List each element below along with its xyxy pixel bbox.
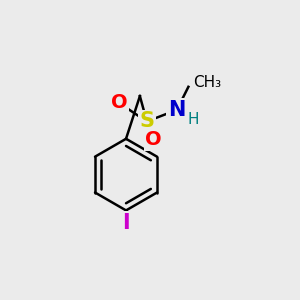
Text: O: O — [111, 94, 128, 112]
Text: S: S — [139, 112, 154, 131]
Text: O: O — [146, 130, 162, 149]
Text: CH₃: CH₃ — [193, 75, 221, 90]
Text: N: N — [168, 100, 185, 120]
Text: H: H — [187, 112, 199, 127]
Text: I: I — [122, 213, 130, 233]
